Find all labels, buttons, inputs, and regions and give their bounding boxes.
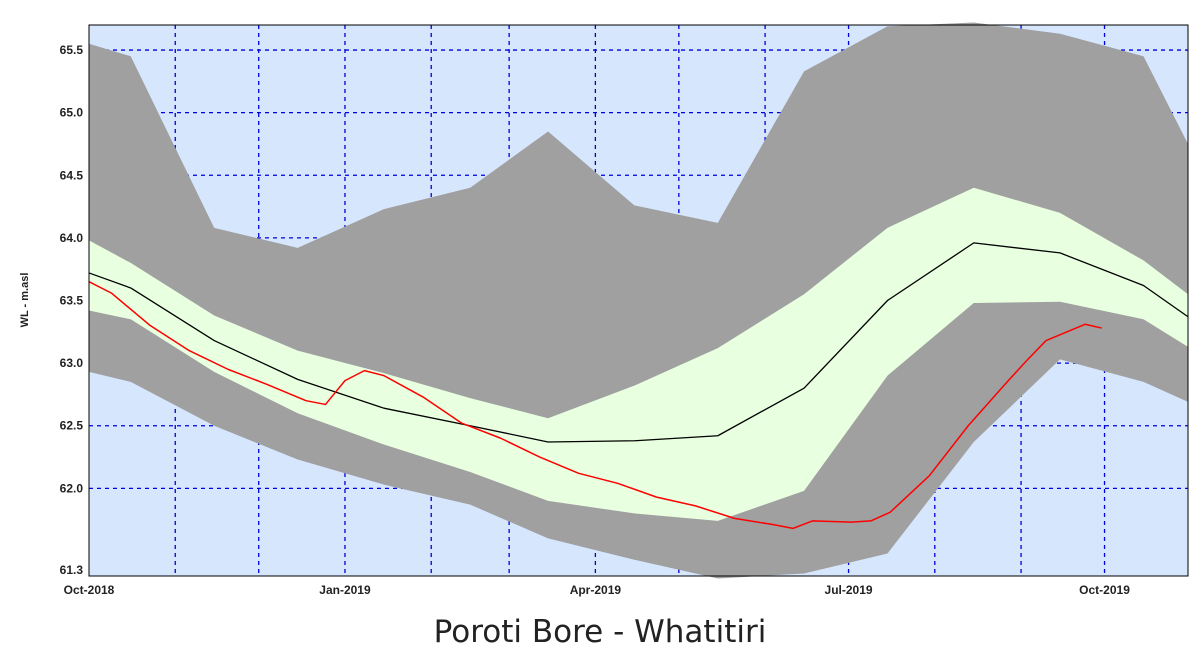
series-lines — [88, 242, 1189, 530]
x-tick-label: Jul-2019 — [825, 583, 873, 597]
y-tick-label: 62.5 — [60, 419, 84, 433]
y-tick-label: 62.0 — [60, 481, 84, 495]
x-tick-label: Jan-2019 — [319, 583, 371, 597]
y-tick-label: 61.3 — [60, 563, 84, 577]
y-tick-label: 63.0 — [60, 356, 84, 370]
y-tick-label: 65.0 — [60, 106, 84, 120]
y-axis-label: WL - m.asl — [19, 273, 31, 328]
percentile-bands — [89, 22, 1188, 579]
x-axis-ticks: Oct-2018 Jan-2019 Apr-2019 Jul-2019 Oct-2019 — [64, 583, 1131, 597]
chart-title: Poroti Bore - Whatitiri — [433, 614, 767, 650]
outer-percentile-band — [89, 22, 1188, 579]
x-tick-label: Apr-2019 — [570, 583, 622, 597]
plot-frame — [88, 24, 1189, 577]
median-line — [88, 242, 1189, 443]
y-tick-label: 65.5 — [60, 43, 84, 57]
inner-percentile-band — [89, 187, 1188, 521]
y-tick-label: 63.5 — [60, 294, 84, 308]
x-tick-label: Oct-2019 — [1079, 583, 1130, 597]
current-water-level-line — [88, 281, 1102, 530]
y-tick-label: 64.5 — [60, 168, 84, 182]
x-tick-label: Oct-2018 — [64, 583, 115, 597]
y-tick-label: 64.0 — [60, 231, 84, 245]
y-axis-ticks: 61.3 62.0 62.5 63.0 63.5 64.0 64.5 65.0 65.5 — [60, 43, 84, 577]
